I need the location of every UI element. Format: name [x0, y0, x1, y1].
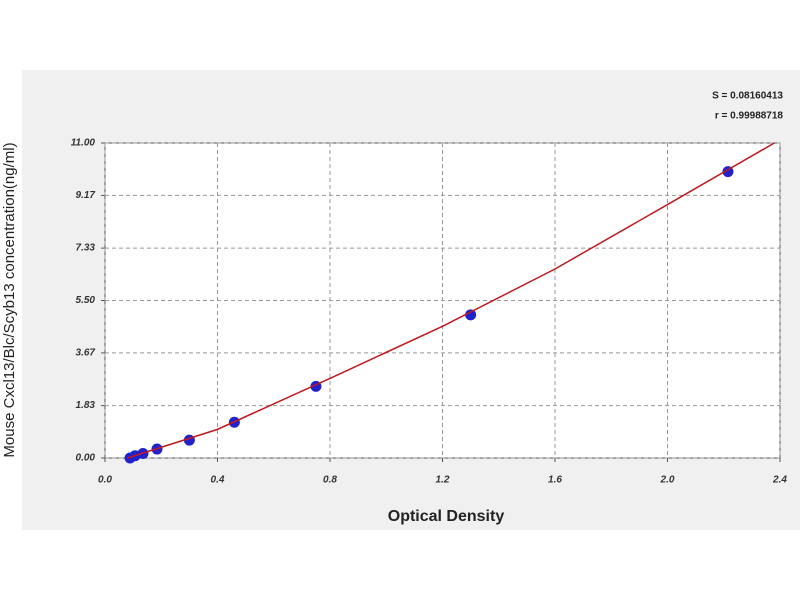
x-tick-label: 0.8	[323, 475, 337, 486]
y-axis-label: Mouse Cxcl13/Blc/Scyb13 concentration(ng…	[1, 142, 18, 457]
y-tick-label: 11.00	[71, 138, 96, 149]
y-tick-label: 9.17	[76, 190, 96, 201]
data-point	[465, 309, 477, 321]
y-tick-label: 1.83	[76, 400, 96, 411]
annotation: S = 0.08160413	[712, 91, 783, 102]
annotation: r = 0.99988718	[715, 111, 784, 122]
fit-curve	[127, 142, 775, 459]
x-axis-label: Optical Density	[388, 508, 505, 525]
y-tick-label: 0.00	[76, 453, 96, 464]
y-tick-label: 3.67	[76, 348, 96, 359]
y-tick-label: 7.33	[76, 243, 96, 254]
x-tick-label: 0.4	[211, 475, 225, 486]
x-tick-label: 0.0	[98, 475, 112, 486]
x-tick-label: 1.6	[548, 475, 562, 486]
y-tick-label: 5.50	[76, 295, 96, 306]
x-tick-label: 1.2	[436, 475, 450, 486]
x-tick-label: 2.0	[660, 475, 675, 486]
x-tick-label: 2.4	[772, 475, 787, 486]
